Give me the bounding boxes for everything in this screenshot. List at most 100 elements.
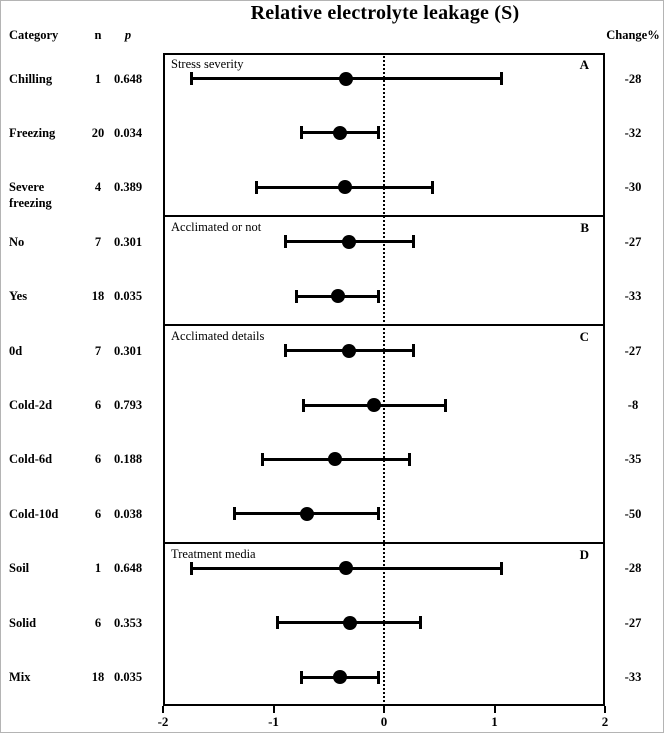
ci-cap-right <box>418 616 422 630</box>
x-axis-tick <box>493 706 496 713</box>
ci-cap-right <box>407 452 411 466</box>
column-header-n: n <box>94 28 102 42</box>
p-value: 0.301 <box>113 234 143 249</box>
n-value: 6 <box>94 398 102 413</box>
category-label: Cold-10d <box>9 506 59 521</box>
category-label: Mix <box>9 670 31 685</box>
category-label: Severe freezing <box>9 180 52 211</box>
ci-cap-left <box>299 126 303 140</box>
p-value: 0.188 <box>113 452 143 467</box>
ci-cap-right <box>444 398 448 412</box>
category-label: 0d <box>9 343 23 358</box>
panel-letter-a: A <box>579 57 589 72</box>
panel-divider <box>163 324 605 327</box>
change-percent-value: -28 <box>624 71 642 86</box>
ci-cap-left <box>284 235 288 249</box>
category-label: Solid <box>9 615 37 630</box>
p-value: 0.648 <box>113 561 143 576</box>
category-label: Soil <box>9 561 30 576</box>
n-value: 1 <box>94 561 102 576</box>
n-value: 7 <box>94 234 102 249</box>
change-percent-value: -33 <box>624 670 642 685</box>
change-percent-value: -30 <box>624 180 642 195</box>
ci-cap-left <box>255 180 259 194</box>
point-estimate-marker <box>342 615 357 630</box>
panel-title-a: Stress severity <box>171 57 244 71</box>
ci-cap-left <box>299 670 303 684</box>
panel-letter-d: D <box>579 546 589 562</box>
ci-cap-left <box>284 344 288 358</box>
n-value: 1 <box>94 71 102 86</box>
panel-divider <box>163 215 605 218</box>
point-estimate-marker <box>328 452 343 467</box>
ci-cap-left <box>295 289 299 303</box>
chart-title: Relative electrolyte leakage (S) <box>250 2 520 24</box>
point-estimate-marker <box>341 343 356 358</box>
n-value: 6 <box>94 452 102 467</box>
panel-letter-c: C <box>579 329 589 345</box>
n-value: 7 <box>94 343 102 358</box>
change-percent-value: -32 <box>624 125 642 140</box>
change-percent-value: -27 <box>624 234 642 249</box>
ci-cap-right <box>376 670 380 684</box>
ci-cap-right <box>376 507 380 521</box>
x-axis-tick <box>604 706 606 713</box>
n-value: 18 <box>91 289 105 304</box>
n-value: 20 <box>91 125 105 140</box>
category-label: Yes <box>9 289 28 304</box>
ci-cap-left <box>190 72 194 86</box>
zero-reference-line <box>383 53 385 706</box>
n-value: 4 <box>94 180 102 195</box>
column-header-category: Category <box>9 28 59 42</box>
point-estimate-marker <box>330 289 345 304</box>
ci-cap-right <box>376 126 380 140</box>
x-axis-tick <box>272 706 275 713</box>
point-estimate-marker <box>299 506 314 521</box>
point-estimate-marker <box>332 670 347 685</box>
n-value: 18 <box>91 670 105 685</box>
category-label: Cold-6d <box>9 452 53 467</box>
ci-cap-right <box>412 235 416 249</box>
category-label: No <box>9 234 25 249</box>
p-value: 0.035 <box>113 670 143 685</box>
x-axis-tick-label: 0 <box>380 714 388 729</box>
change-percent-value: -8 <box>627 398 639 413</box>
p-value: 0.793 <box>113 398 143 413</box>
category-label: Freezing <box>9 125 56 140</box>
change-percent-value: -27 <box>624 343 642 358</box>
point-estimate-marker <box>338 180 353 195</box>
ci-cap-right <box>431 180 435 194</box>
p-value: 0.034 <box>113 125 143 140</box>
ci-cap-left <box>233 507 237 521</box>
change-percent-value: -33 <box>624 289 642 304</box>
ci-cap-left <box>276 616 280 630</box>
ci-cap-right <box>412 344 416 358</box>
ci-cap-right <box>376 289 380 303</box>
x-axis-tick <box>162 706 164 713</box>
category-label: Chilling <box>9 71 53 86</box>
panel-title-b: Acclimated or not <box>171 220 262 235</box>
point-estimate-marker <box>332 125 347 140</box>
point-estimate-marker <box>341 234 356 249</box>
p-value: 0.035 <box>113 289 143 304</box>
point-estimate-marker <box>339 561 354 576</box>
n-value: 6 <box>94 506 102 521</box>
panel-title-c: Acclimated details <box>171 329 265 344</box>
ci-cap-right <box>499 561 503 575</box>
point-estimate-marker <box>367 398 382 413</box>
ci-cap-left <box>190 561 194 575</box>
change-percent-value: -35 <box>624 452 642 467</box>
x-axis-tick <box>383 706 385 713</box>
change-percent-value: -50 <box>624 506 642 521</box>
p-value: 0.389 <box>113 180 143 195</box>
column-header-change: Change% <box>606 28 660 42</box>
p-value: 0.648 <box>113 71 143 86</box>
x-axis-tick-label: 2 <box>601 714 609 729</box>
ci-cap-left <box>260 452 264 466</box>
point-estimate-marker <box>339 71 354 86</box>
x-axis-tick-label: -1 <box>268 714 279 729</box>
x-axis-tick-label: -2 <box>157 714 169 729</box>
panel-divider <box>163 541 605 544</box>
p-value: 0.301 <box>113 343 143 358</box>
x-axis-tick-label: 1 <box>491 714 498 729</box>
